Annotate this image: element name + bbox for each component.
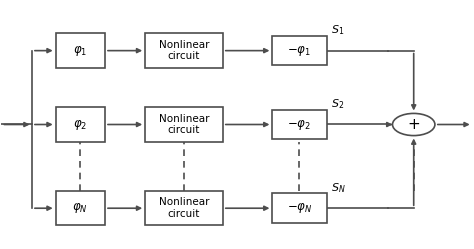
Text: $\varphi_2$: $\varphi_2$ [73,118,87,131]
FancyBboxPatch shape [145,33,223,68]
Text: $-\varphi_N$: $-\varphi_N$ [287,201,312,215]
Text: $\varphi_1$: $\varphi_1$ [73,44,87,58]
Text: $-\varphi_2$: $-\varphi_2$ [287,118,311,131]
Text: Nonlinear
circuit: Nonlinear circuit [159,40,209,62]
FancyBboxPatch shape [145,107,223,142]
Text: S$_2$: S$_2$ [331,97,345,111]
Text: S$_N$: S$_N$ [331,181,346,195]
Text: Nonlinear
circuit: Nonlinear circuit [159,114,209,135]
FancyBboxPatch shape [273,193,327,223]
Text: $-\varphi_1$: $-\varphi_1$ [287,44,311,58]
Text: Nonlinear
circuit: Nonlinear circuit [159,197,209,219]
FancyBboxPatch shape [55,107,105,142]
Text: $\varphi_N$: $\varphi_N$ [73,201,88,215]
FancyBboxPatch shape [55,191,105,225]
FancyBboxPatch shape [55,33,105,68]
Text: S$_1$: S$_1$ [331,23,345,37]
FancyBboxPatch shape [273,36,327,65]
Text: +: + [407,117,420,132]
FancyBboxPatch shape [273,110,327,139]
FancyBboxPatch shape [145,191,223,225]
